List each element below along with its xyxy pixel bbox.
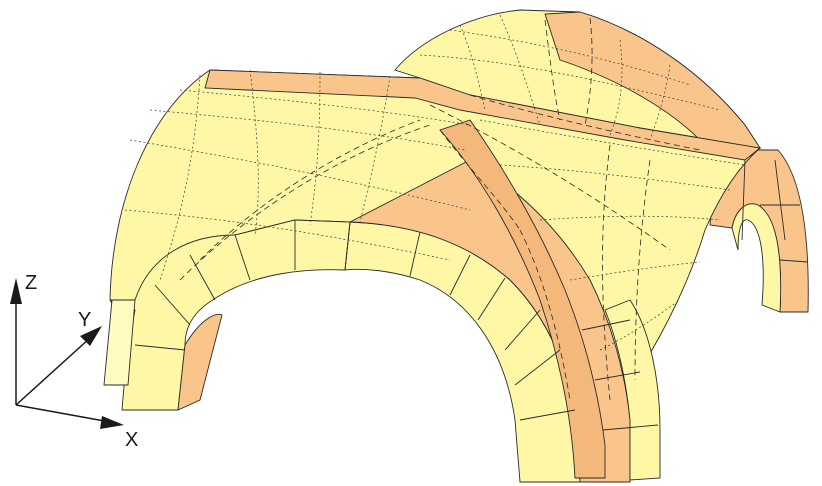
coordinate-axes: Z Y X [10, 272, 138, 451]
z-axis-label: Z [25, 272, 37, 294]
z-axis-arrowhead [10, 278, 22, 304]
voussoir-lines [134, 159, 809, 431]
x-axis-label: X [125, 429, 138, 451]
left-pier [103, 299, 136, 386]
right-arch-leg [604, 299, 661, 481]
diagonal-rib [439, 119, 606, 479]
y-axis-label: Y [78, 309, 91, 331]
y-axis-line [15, 337, 91, 406]
x-axis-arrowhead [100, 416, 124, 429]
cross-vault-mesh [103, 9, 809, 483]
left-end-arch-inner [177, 313, 223, 411]
y-axis-arrowhead [80, 326, 102, 346]
front-transverse-arch-orange-face [348, 159, 631, 483]
x-axis-line [15, 404, 111, 423]
mesh-grid-lines [124, 14, 746, 401]
